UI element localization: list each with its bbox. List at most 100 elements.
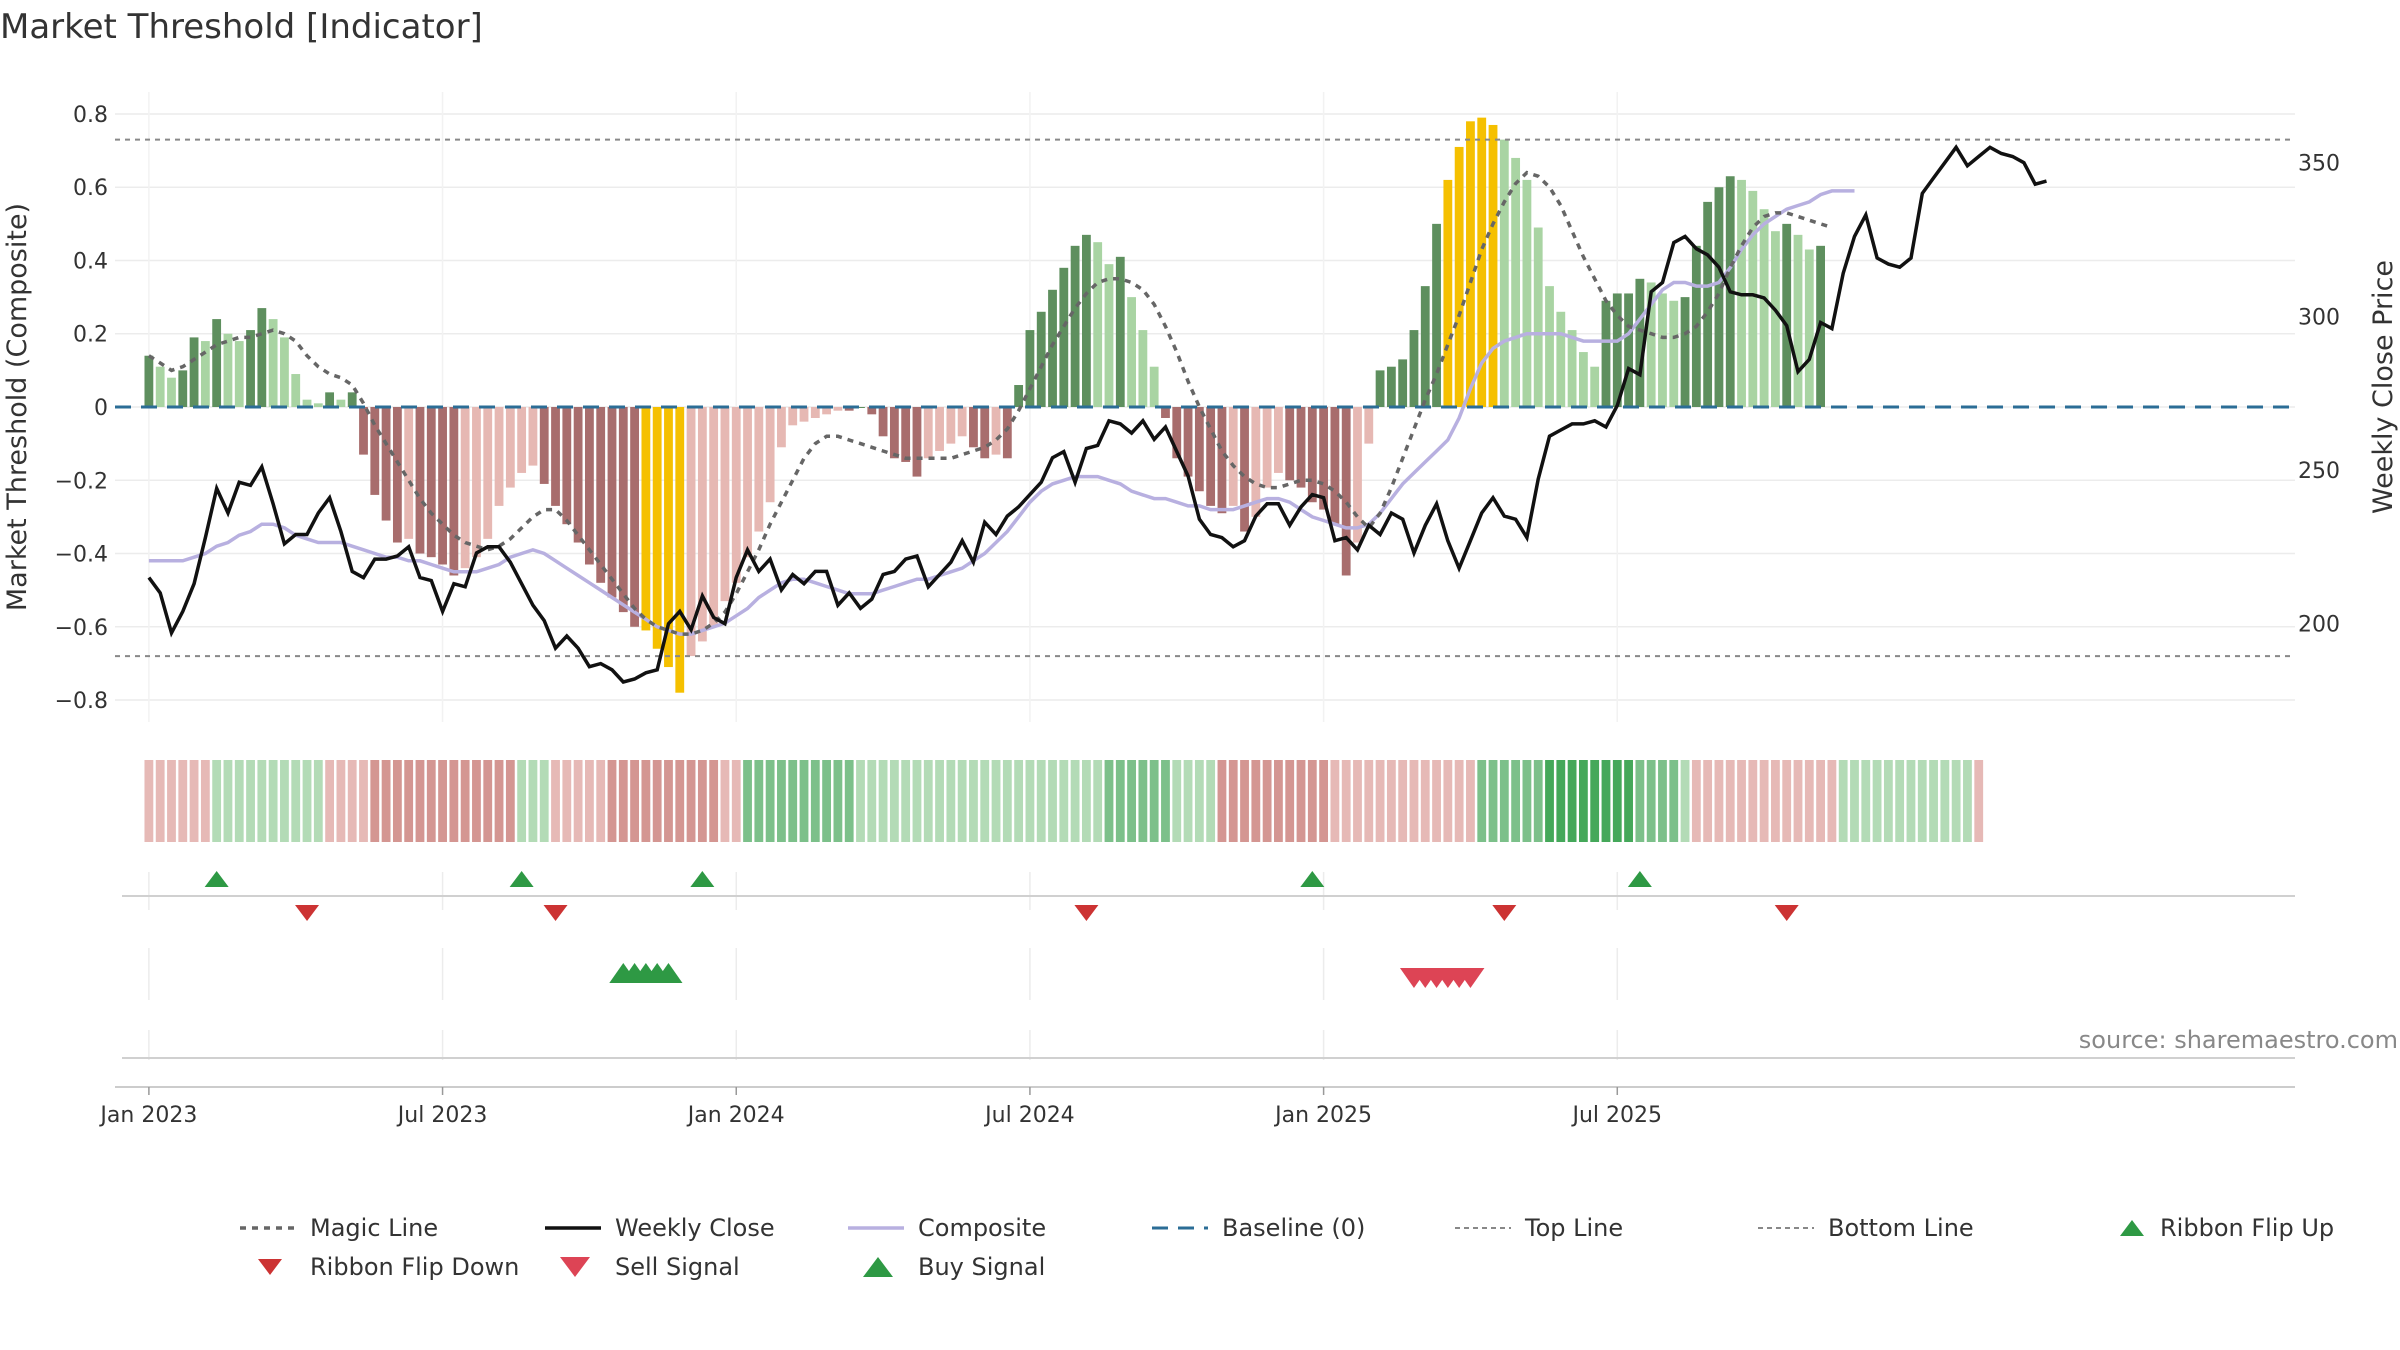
ribbon-cell <box>810 760 820 842</box>
ribbon-cell <box>630 760 639 842</box>
ribbon-cell <box>777 760 786 842</box>
composite-bar <box>1703 201 1713 407</box>
y-tick-label: 0.6 <box>73 176 108 201</box>
legend-label: Magic Line <box>310 1214 438 1242</box>
ribbon-cell <box>1240 760 1249 842</box>
ribbon-cell <box>223 760 233 842</box>
ribbon-cell <box>584 760 594 842</box>
composite-bar <box>1624 293 1633 407</box>
ribbon-cell <box>1861 760 1871 842</box>
ribbon-cell <box>155 760 165 842</box>
composite-bar <box>1251 407 1261 517</box>
composite-bar <box>822 407 832 415</box>
y-tick-label: 0 <box>94 396 108 421</box>
ribbon-cell <box>754 760 764 842</box>
composite-bar <box>833 407 843 411</box>
composite-bar <box>957 407 967 437</box>
ribbon-cell <box>1217 760 1227 842</box>
composite-bar <box>1161 407 1170 418</box>
ribbon-cell <box>1635 760 1645 842</box>
x-tick-label: Jul 2024 <box>983 1103 1075 1128</box>
ribbon-cell <box>472 760 481 842</box>
ribbon-cell <box>743 760 752 842</box>
composite-bar <box>483 407 493 539</box>
ribbon-cell <box>1466 760 1475 842</box>
ribbon-cell <box>822 760 832 842</box>
composite-bar <box>765 407 775 503</box>
composite-bar <box>1748 190 1758 407</box>
composite-bar <box>1093 242 1103 407</box>
composite-bar <box>889 407 899 459</box>
ribbon-flip-up-marker <box>1627 871 1652 887</box>
legend-item: Top Line <box>1455 1214 1623 1242</box>
ribbon-cell <box>528 760 538 842</box>
legend-item: Ribbon Flip Down <box>258 1253 519 1281</box>
ribbon-cell <box>720 760 730 842</box>
ribbon-cell <box>1816 760 1826 842</box>
ribbon-cell <box>1590 760 1600 842</box>
composite-bar <box>1409 330 1419 407</box>
composite-bar <box>1499 139 1509 407</box>
ribbon-cell <box>731 760 741 842</box>
ribbon-cell <box>1398 760 1408 842</box>
legend-item: Magic Line <box>240 1214 438 1242</box>
composite-bar <box>167 377 176 407</box>
composite-bar <box>381 407 391 521</box>
ribbon-cell <box>1963 760 1972 842</box>
ribbon-flip-down-marker <box>1492 905 1517 921</box>
ribbon-cell <box>1601 760 1611 842</box>
ribbon-cell <box>1691 760 1701 842</box>
y-axis-title: Market Threshold (Composite) <box>2 203 33 611</box>
composite-bar <box>1364 407 1374 444</box>
ribbon-cell <box>562 760 572 842</box>
ribbon-cell <box>1420 760 1430 842</box>
ribbon-cell <box>212 760 222 842</box>
composite-bar <box>1319 407 1329 510</box>
legend-label: Buy Signal <box>918 1253 1045 1281</box>
ribbon-cell <box>1341 760 1351 842</box>
composite-bar <box>1353 407 1362 543</box>
ribbon-cell <box>449 760 459 842</box>
ribbon-cell <box>1917 760 1927 842</box>
composite-bar <box>946 407 956 444</box>
ribbon-cell <box>336 760 346 842</box>
composite-bar <box>1466 121 1475 408</box>
ribbon-cell <box>1669 760 1679 842</box>
ribbon-cell <box>1895 760 1905 842</box>
composite-bar <box>1285 407 1295 481</box>
ribbon-cell <box>1556 760 1566 842</box>
ribbon-cell <box>1048 760 1057 842</box>
y-tick-label: −0.8 <box>55 689 108 714</box>
ribbon-cell <box>1883 760 1893 842</box>
composite-bar <box>1149 366 1159 407</box>
composite-bar <box>1296 407 1306 488</box>
ribbon-cell <box>347 760 357 842</box>
ribbon-cell <box>268 760 278 842</box>
composite-bar <box>810 407 820 418</box>
ribbon-cell <box>1161 760 1170 842</box>
ribbon-cell <box>1974 760 1984 842</box>
legend: Magic Line Weekly Close Composite Baseline … <box>240 1214 2334 1281</box>
signal-panel <box>122 871 2295 1060</box>
composite-bar <box>630 407 639 627</box>
x-axis: Jan 2023 Jul 2023 Jan 2024 Jul 2024 Jan 2025… <box>98 1086 2295 1128</box>
composite-bar <box>1104 264 1114 407</box>
composite-bar <box>1138 330 1148 407</box>
ribbon-cell <box>167 760 176 842</box>
composite-bar <box>359 407 368 455</box>
ribbon-cell <box>1206 760 1216 842</box>
composite-bar <box>1793 234 1803 407</box>
ribbon-cell <box>1827 760 1837 842</box>
y2-tick-label: 200 <box>2298 613 2340 638</box>
composite-bar <box>686 407 696 657</box>
composite-bar <box>280 337 289 407</box>
magic-line <box>147 170 1833 636</box>
composite-bar <box>268 319 278 407</box>
composite-bar <box>596 407 606 583</box>
y-tick-label: −0.4 <box>55 543 108 568</box>
ribbon-cell <box>923 760 933 842</box>
ribbon-cell <box>178 760 188 842</box>
composite-bar <box>584 407 594 565</box>
ribbon-cell <box>302 760 312 842</box>
